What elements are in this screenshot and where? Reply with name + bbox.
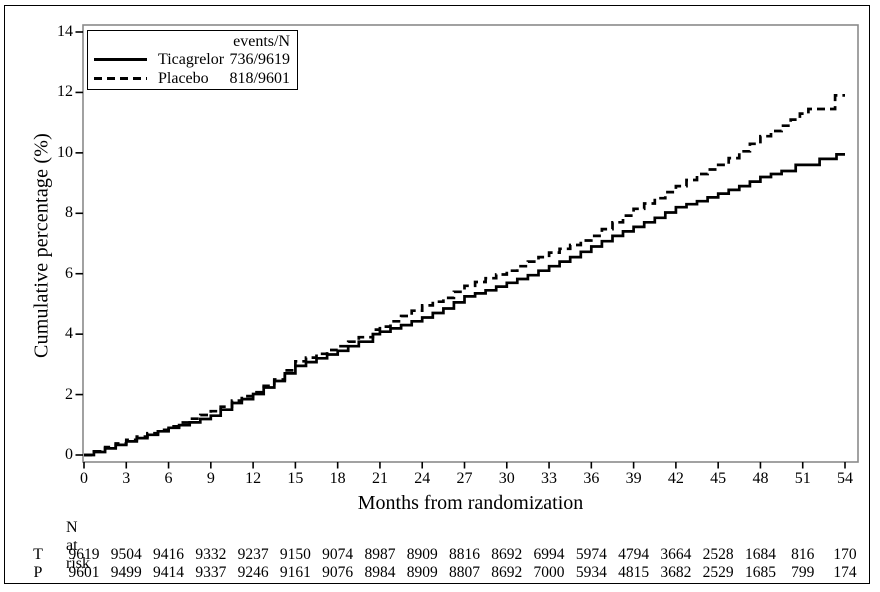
x-axis-ticks <box>83 462 846 469</box>
x-tick-label: 0 <box>80 470 88 487</box>
x-tick-label: 27 <box>456 470 473 487</box>
curve-placebo <box>84 94 845 457</box>
risk-value: 8692 <box>491 564 523 581</box>
legend-events-n: 736/9619 <box>229 50 290 68</box>
risk-value: 9074 <box>322 546 354 563</box>
x-tick-label: 9 <box>206 470 215 487</box>
risk-value: 7000 <box>533 564 565 581</box>
x-tick-label: 42 <box>667 470 684 487</box>
risk-value: 799 <box>791 564 815 581</box>
y-tick-label: 0 <box>65 446 73 463</box>
plot-frame <box>82 24 859 463</box>
y-axis-ticks <box>75 31 83 456</box>
risk-value: 9150 <box>279 546 311 563</box>
curve-ticagrelor <box>84 153 845 457</box>
risk-value: 2528 <box>702 546 734 563</box>
y-tick-label: 6 <box>65 264 73 282</box>
risk-value: 8987 <box>364 546 396 563</box>
risk-value: 9416 <box>153 546 185 563</box>
risk-value: 3664 <box>660 546 692 563</box>
x-tick-label: 33 <box>541 470 558 487</box>
x-tick-label: 21 <box>371 470 388 487</box>
y-tick-label: 10 <box>57 143 73 161</box>
risk-value: 1685 <box>744 564 776 581</box>
risk-value: 1684 <box>744 546 776 563</box>
x-tick-label: 30 <box>498 470 515 487</box>
risk-value: 9076 <box>322 564 354 581</box>
risk-row-label-t: T <box>33 546 43 563</box>
legend-row-placebo: Placebo 818/9601 <box>88 69 297 88</box>
risk-value: 8984 <box>364 564 396 581</box>
risk-value: 8807 <box>449 564 480 581</box>
risk-value: 4794 <box>618 546 650 563</box>
risk-value: 6994 <box>533 546 565 563</box>
risk-value: 816 <box>791 546 815 563</box>
x-tick-label: 45 <box>710 470 727 487</box>
risk-value: 9499 <box>110 564 142 581</box>
risk-table-title: N at risk <box>66 519 90 572</box>
x-tick-label: 3 <box>122 470 131 487</box>
risk-value: 170 <box>833 546 857 563</box>
risk-value: 8692 <box>491 546 523 563</box>
legend-box: events/N Ticagrelor 736/9619 Placebo 818… <box>87 30 298 90</box>
y-tick-label: 12 <box>57 83 73 101</box>
legend-row-ticagrelor: Ticagrelor 736/9619 <box>88 50 297 69</box>
risk-value: 3682 <box>660 564 692 581</box>
risk-value: 9414 <box>153 564 185 581</box>
x-tick-label: 24 <box>414 470 431 487</box>
x-tick-label: 54 <box>837 470 853 487</box>
risk-value: 8909 <box>406 546 438 563</box>
survival-curves <box>84 94 845 457</box>
risk-value: 4815 <box>618 564 650 581</box>
x-tick-label: 48 <box>752 470 769 487</box>
risk-value: 9337 <box>195 564 227 581</box>
risk-value: 9504 <box>110 546 142 563</box>
x-tick-label: 36 <box>583 470 600 487</box>
risk-value: 8816 <box>449 546 480 563</box>
x-tick-label: 18 <box>329 470 346 487</box>
risk-value: 5934 <box>575 564 607 581</box>
risk-value: 9237 <box>237 546 269 563</box>
risk-value: 9161 <box>279 564 311 581</box>
y-tick-label: 14 <box>57 23 73 40</box>
risk-row-label-p: P <box>33 564 43 581</box>
risk-value: 9601 <box>68 564 100 581</box>
risk-value: 8909 <box>406 564 438 581</box>
solid-line-sample-icon <box>94 57 147 62</box>
risk-value: 9332 <box>195 546 227 563</box>
risk-value: 5974 <box>575 546 607 563</box>
legend-header: events/N <box>233 33 290 50</box>
risk-value: 9246 <box>237 564 269 581</box>
x-tick-label: 39 <box>625 470 642 487</box>
risk-value: 2529 <box>702 564 734 581</box>
dashed-line-sample-icon <box>94 76 147 81</box>
x-tick-label: 12 <box>245 470 262 487</box>
risk-value: 174 <box>833 564 857 581</box>
x-axis-title: Months from randomization <box>357 492 584 514</box>
y-tick-label: 2 <box>65 385 73 403</box>
y-tick-label: 8 <box>65 204 73 222</box>
y-tick-label: 4 <box>65 325 73 343</box>
risk-value: 9619 <box>68 546 100 563</box>
legend-label: Placebo <box>158 69 209 87</box>
legend-label: Ticagrelor <box>158 50 225 68</box>
x-tick-label: 51 <box>794 470 811 487</box>
x-tick-label: 15 <box>287 470 304 487</box>
legend-events-n: 818/9601 <box>229 69 290 87</box>
x-tick-label: 6 <box>164 470 173 487</box>
